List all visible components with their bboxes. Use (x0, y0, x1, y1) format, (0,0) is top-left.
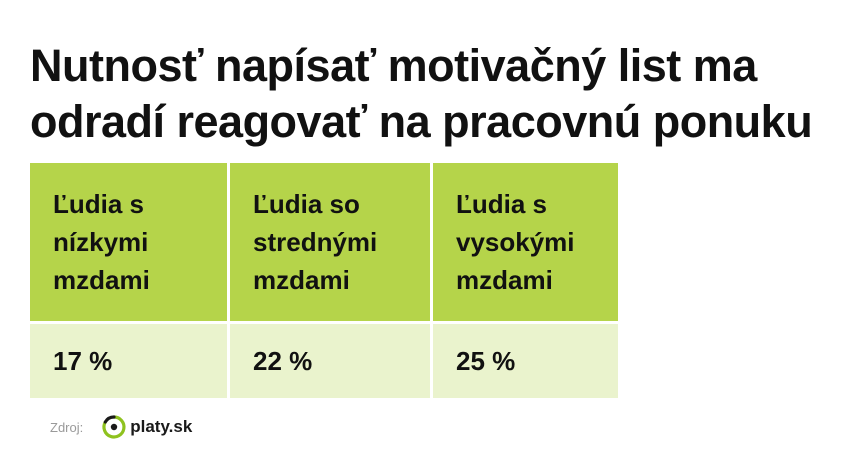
value-high-wage: 25 % (456, 345, 516, 376)
source-label: Zdroj: (50, 419, 84, 435)
table-header-row: Ľudia s nízkymi mzdami Ľudia so stredným… (30, 163, 618, 324)
header-cell-mid-wage: Ľudia so strednými mzdami (228, 163, 433, 324)
header-label-mid-wage: Ľudia so strednými mzdami (253, 189, 378, 295)
chart-title: Nutnosť napísať motivačný list ma odradí… (30, 38, 840, 150)
platy-sk-logo: platy.sk (101, 414, 192, 440)
header-cell-low-wage: Ľudia s nízkymi mzdami (30, 163, 230, 324)
wage-group-table: Ľudia s nízkymi mzdami Ľudia so stredným… (30, 163, 618, 398)
source-footer: Zdroj: platy.sk (50, 412, 192, 442)
header-label-low-wage: Ľudia s nízkymi mzdami (53, 189, 150, 295)
title-line-1: Nutnosť napísať motivačný list ma (30, 40, 757, 91)
value-cell-mid-wage: 22 % (228, 322, 433, 398)
header-cell-high-wage: Ľudia s vysokými mzdami (431, 163, 618, 324)
value-cell-low-wage: 17 % (30, 322, 230, 398)
value-mid-wage: 22 % (253, 345, 313, 376)
title-line-2: odradí reagovať na pracovnú ponuku (30, 96, 813, 147)
logo-text: platy.sk (130, 417, 193, 436)
value-cell-high-wage: 25 % (431, 322, 618, 398)
value-low-wage: 17 % (53, 345, 113, 376)
table-value-row: 17 % 22 % 25 % (30, 322, 618, 398)
header-label-high-wage: Ľudia s vysokými mzdami (456, 189, 575, 295)
platy-sk-logo-icon (102, 415, 126, 439)
